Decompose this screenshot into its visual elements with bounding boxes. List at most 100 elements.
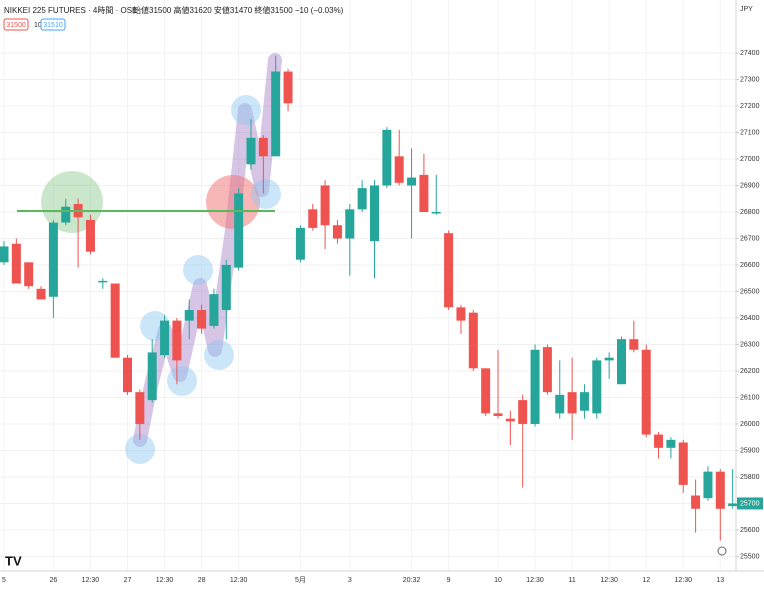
candles <box>0 55 738 541</box>
currency: JPY <box>740 6 753 13</box>
candle-body <box>345 209 355 239</box>
y-tick-label: 26400 <box>740 315 760 322</box>
candle-body <box>715 471 725 509</box>
x-tick-label: 11 <box>568 577 575 584</box>
point-circle <box>125 434 155 464</box>
candle-body <box>468 312 478 369</box>
candle-body <box>394 156 404 183</box>
candle-body <box>110 283 120 358</box>
candle-body <box>172 320 182 361</box>
y-tick-label: 27400 <box>740 50 760 57</box>
y-tick-label: 26000 <box>740 421 760 428</box>
y-tick-label: 26600 <box>740 262 760 269</box>
point-circle <box>167 366 197 396</box>
candle-body <box>308 209 318 228</box>
candle-body <box>370 185 379 242</box>
candle-body <box>246 137 256 165</box>
buy-button[interactable] <box>40 18 66 31</box>
x-tick-label: 5 <box>2 577 6 584</box>
x-tick-label: 10 <box>494 577 502 584</box>
candle-body <box>160 320 170 356</box>
candle-body <box>382 129 392 186</box>
candle-body <box>481 368 491 414</box>
candle-body <box>579 392 589 411</box>
candle-body <box>592 360 602 414</box>
candle-body <box>332 225 342 239</box>
x-tick-label: 13 <box>716 577 724 584</box>
y-tick-label: 26900 <box>740 182 760 189</box>
candle-body <box>135 392 145 424</box>
y-tick-label: 26800 <box>740 209 760 216</box>
candle-body <box>542 347 552 393</box>
chart-title: NIKKEI 225 FUTURES · 4時間 · OSE <box>4 6 137 15</box>
y-tick-label: 27100 <box>740 129 760 136</box>
candle-body <box>444 233 454 308</box>
candle-body <box>295 227 305 260</box>
candle-body <box>98 280 108 283</box>
settings-icon[interactable] <box>717 546 727 556</box>
candle-body <box>48 222 58 297</box>
y-tick-label: 25900 <box>740 447 760 454</box>
x-tick-label: 28 <box>198 577 206 584</box>
candle-body <box>85 219 95 252</box>
y-tick-label: 25800 <box>740 474 760 481</box>
candle-body <box>604 357 614 361</box>
candle-body <box>221 264 231 311</box>
candle-body <box>728 503 738 507</box>
candle-body <box>567 392 577 414</box>
candle-body <box>271 71 281 157</box>
candle-body <box>666 439 676 448</box>
candle-body <box>691 495 701 509</box>
buy-price[interactable]: 31510 <box>43 22 63 29</box>
highlight-circle <box>206 175 260 229</box>
x-tick-label: 12:30 <box>156 577 174 584</box>
candle-body <box>61 206 71 223</box>
sell-button[interactable] <box>3 18 29 31</box>
candle-body <box>518 400 528 424</box>
candle-body <box>530 349 540 424</box>
x-tick-label: 12:30 <box>82 577 100 584</box>
candle-body <box>0 246 9 263</box>
x-tick-label: 12:30 <box>526 577 544 584</box>
y-tick-label: 26300 <box>740 341 760 348</box>
sell-price[interactable]: 31500 <box>6 22 26 29</box>
ohlc-header: 始値31500 高値31620 安値31470 終値31500 −10 (−0.… <box>133 5 344 15</box>
candle-body <box>320 185 330 226</box>
x-tick-label: 12:30 <box>230 577 248 584</box>
candle-body <box>678 442 688 485</box>
x-tick-label: 27 <box>124 577 132 584</box>
y-tick-label: 27200 <box>740 103 760 110</box>
y-tick-label: 25600 <box>740 527 760 534</box>
candle-body <box>209 294 219 326</box>
candle-body <box>147 352 157 401</box>
candle-body <box>703 471 713 499</box>
x-tick-label: 5月 <box>295 576 306 584</box>
candle-body <box>24 262 34 287</box>
candle-body <box>555 394 565 414</box>
candle-body <box>617 339 626 385</box>
candle-body <box>629 339 639 350</box>
last-price-box <box>737 497 763 510</box>
candle-body <box>123 357 132 393</box>
highlight-circle <box>41 171 103 233</box>
candle-body <box>505 418 515 422</box>
candle-body <box>36 288 46 300</box>
point-circle <box>251 179 281 209</box>
x-tick-label: 3 <box>348 577 352 584</box>
spread: 10 <box>34 22 42 29</box>
y-tick-label: 25500 <box>740 553 760 560</box>
candle-body <box>357 188 367 210</box>
x-tick-label: 20:32 <box>403 577 421 584</box>
candle-body <box>283 71 293 104</box>
y-tick-label: 26500 <box>740 288 760 295</box>
candle-body <box>654 434 664 448</box>
point-circle <box>231 95 261 125</box>
last-price-label: 25700 <box>740 500 760 507</box>
y-tick-label: 27000 <box>740 156 760 163</box>
candle-body <box>431 211 441 214</box>
candle-body <box>234 193 244 268</box>
logo: TV <box>5 553 22 568</box>
candle-body <box>407 177 417 186</box>
y-tick-label: 26200 <box>740 368 760 375</box>
